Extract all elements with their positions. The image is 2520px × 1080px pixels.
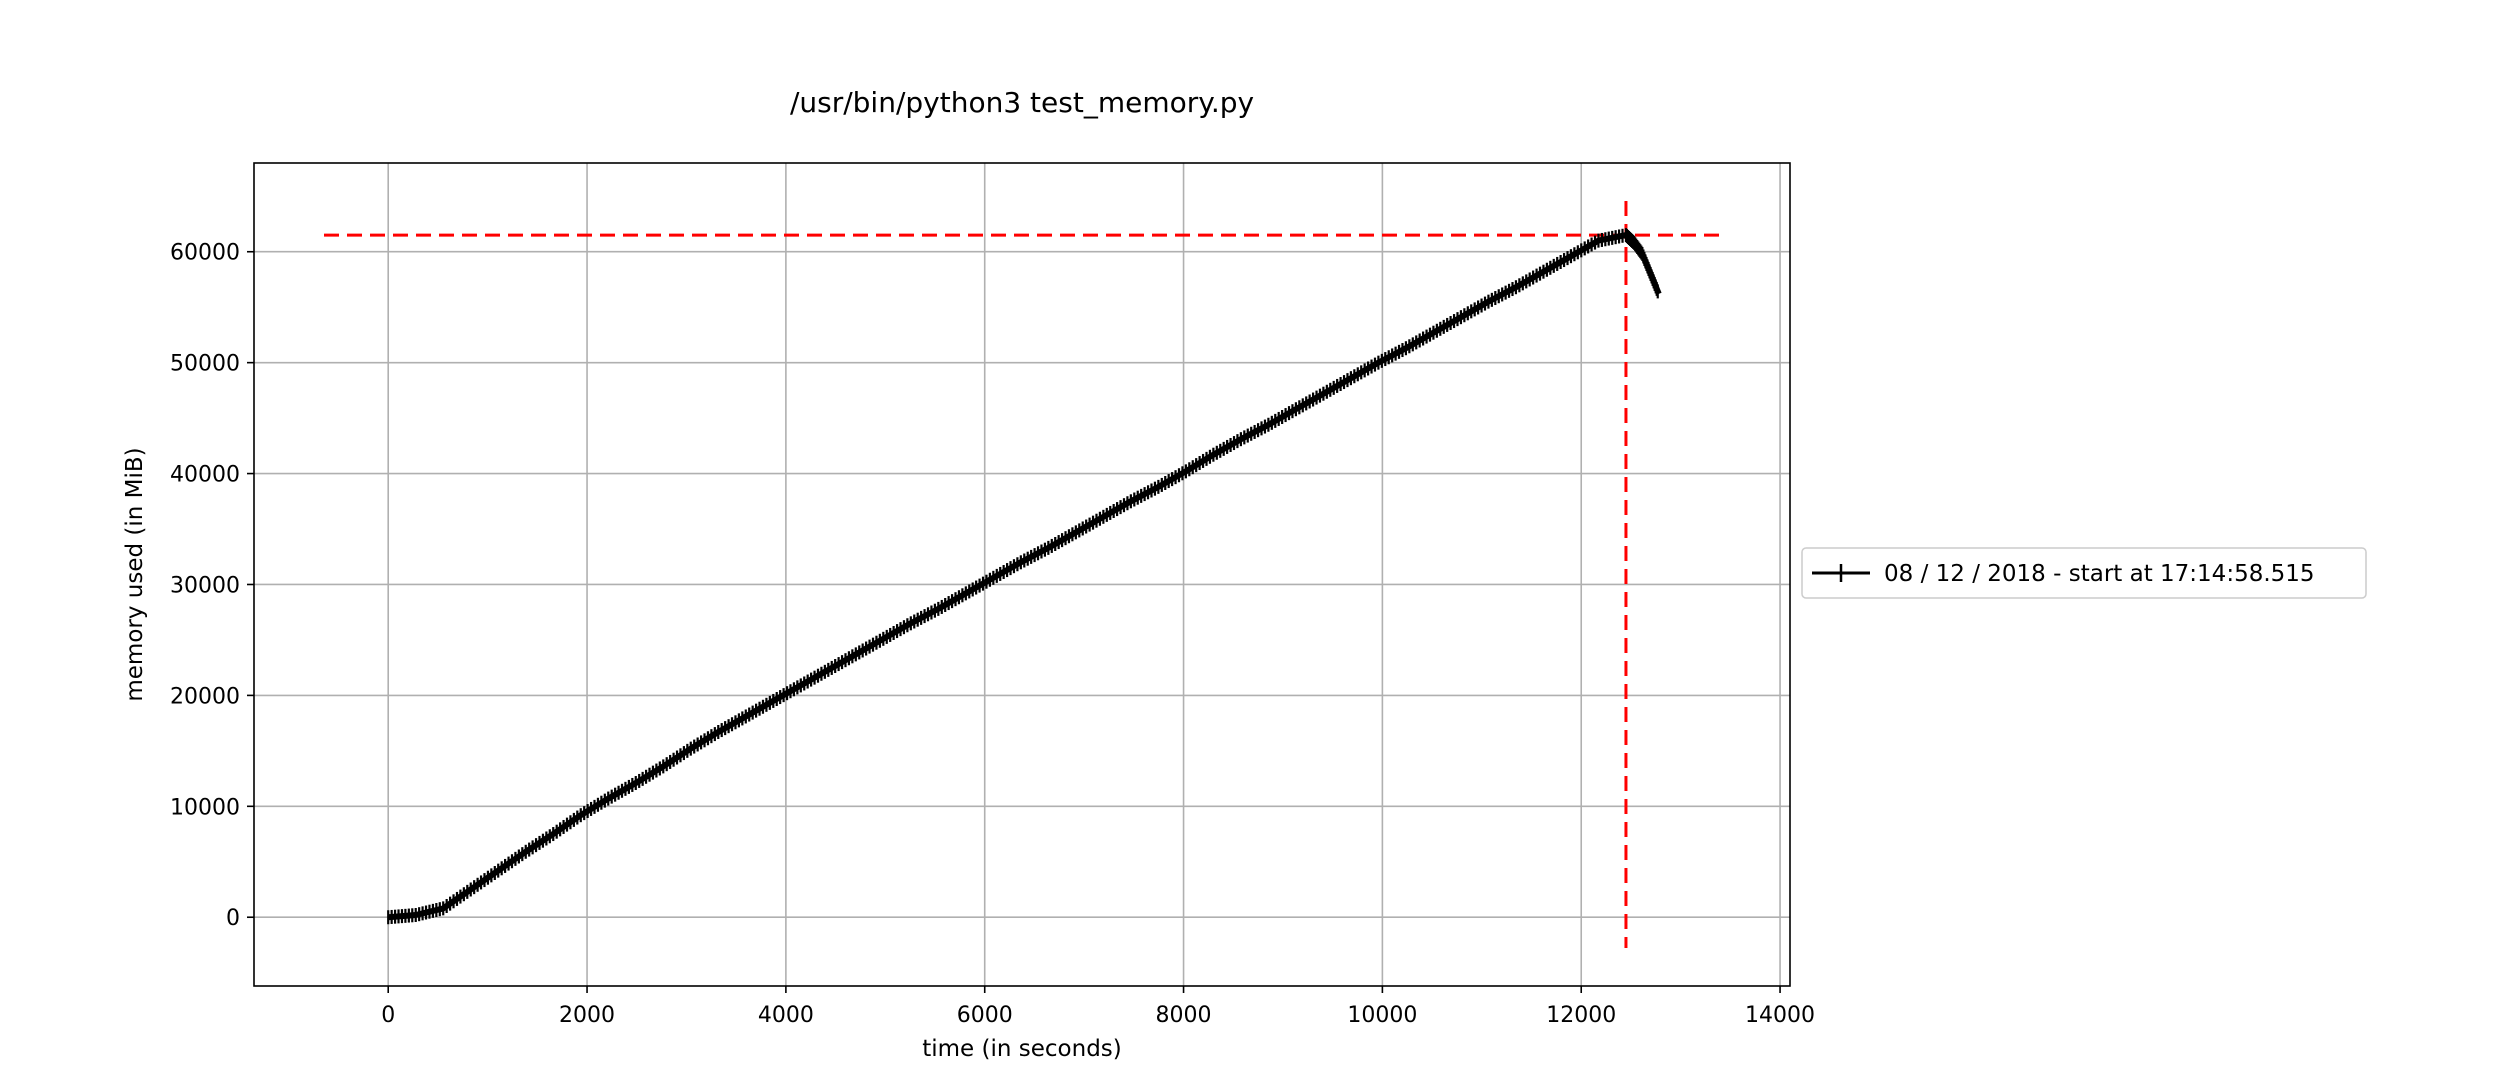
y-tick-label: 50000 bbox=[170, 352, 240, 377]
x-tick-label: 14000 bbox=[1745, 1003, 1815, 1028]
legend-label: 08 / 12 / 2018 - start at 17:14:58.515 bbox=[1884, 561, 2315, 587]
chart-title: /usr/bin/python3 test_memory.py bbox=[790, 86, 1254, 119]
y-axis-label: memory used (in MiB) bbox=[122, 447, 148, 701]
legend-box bbox=[1801, 547, 2367, 599]
series-markers bbox=[387, 228, 1659, 925]
y-tick-label: 60000 bbox=[170, 241, 240, 266]
x-ticks: 0 2000 4000 6000 8000 10000 12000 14000 bbox=[381, 986, 1815, 1028]
y-tick-label: 20000 bbox=[170, 684, 240, 709]
peak-reference-lines bbox=[324, 201, 1720, 948]
x-tick-label: 0 bbox=[381, 1003, 395, 1028]
series-layer bbox=[387, 228, 1662, 925]
x-tick-label: 8000 bbox=[1156, 1003, 1212, 1028]
x-tick-label: 6000 bbox=[957, 1003, 1013, 1028]
legend: 08 / 12 / 2018 - start at 17:14:58.515 bbox=[1801, 547, 2367, 599]
y-tick-label: 30000 bbox=[170, 573, 240, 598]
y-tick-label: 0 bbox=[226, 906, 240, 931]
series-line bbox=[387, 232, 1662, 921]
y-ticks: 0 10000 20000 30000 40000 50000 60000 bbox=[170, 241, 254, 931]
x-tick-label: 2000 bbox=[559, 1003, 615, 1028]
x-tick-label: 4000 bbox=[758, 1003, 814, 1028]
grid-layer bbox=[254, 163, 1790, 986]
x-axis-label: time (in seconds) bbox=[922, 1036, 1122, 1062]
y-tick-label: 10000 bbox=[170, 795, 240, 820]
x-tick-label: 10000 bbox=[1347, 1003, 1417, 1028]
x-tick-label: 12000 bbox=[1546, 1003, 1616, 1028]
plot-frame bbox=[253, 162, 1791, 987]
y-tick-label: 40000 bbox=[170, 463, 240, 488]
